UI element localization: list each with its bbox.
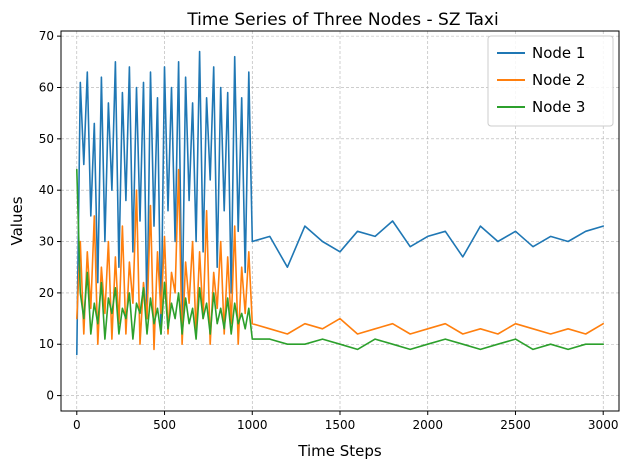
series-line-node-1 bbox=[76, 50, 605, 356]
series-line-node-2 bbox=[76, 168, 605, 351]
legend-label-node-1: Node 1 bbox=[532, 44, 585, 62]
x-tick-label: 2500 bbox=[500, 418, 531, 432]
x-tick-label: 0 bbox=[73, 418, 81, 432]
y-tick-label: 40 bbox=[39, 183, 54, 197]
y-tick-label: 10 bbox=[39, 337, 54, 351]
legend-frame bbox=[487, 35, 614, 127]
x-tick-label: 500 bbox=[153, 418, 176, 432]
legend: Node 1 Node 2 Node 3 bbox=[487, 35, 614, 127]
series-line-node-3 bbox=[76, 168, 605, 351]
y-tick-label: 0 bbox=[46, 389, 54, 403]
y-tick-label: 30 bbox=[39, 235, 54, 249]
y-tick-label: 60 bbox=[39, 80, 54, 94]
y-axis: 0 10 20 30 40 50 60 70 bbox=[39, 29, 61, 403]
legend-label-node-2: Node 2 bbox=[532, 71, 585, 89]
x-tick-label: 1500 bbox=[325, 418, 356, 432]
x-tick-label: 3000 bbox=[588, 418, 619, 432]
y-axis-label: Values bbox=[8, 196, 26, 245]
x-axis: 0 500 1000 1500 2000 2500 3000 bbox=[73, 411, 619, 432]
x-axis-label: Time Steps bbox=[297, 442, 382, 460]
y-tick-label: 70 bbox=[39, 29, 54, 43]
chart-title: Time Series of Three Nodes - SZ Taxi bbox=[186, 10, 498, 30]
x-tick-label: 2000 bbox=[412, 418, 443, 432]
x-tick-label: 1000 bbox=[237, 418, 268, 432]
y-tick-label: 50 bbox=[39, 132, 54, 146]
y-tick-label: 20 bbox=[39, 286, 54, 300]
legend-label-node-3: Node 3 bbox=[532, 98, 585, 116]
series-layer bbox=[76, 50, 605, 356]
